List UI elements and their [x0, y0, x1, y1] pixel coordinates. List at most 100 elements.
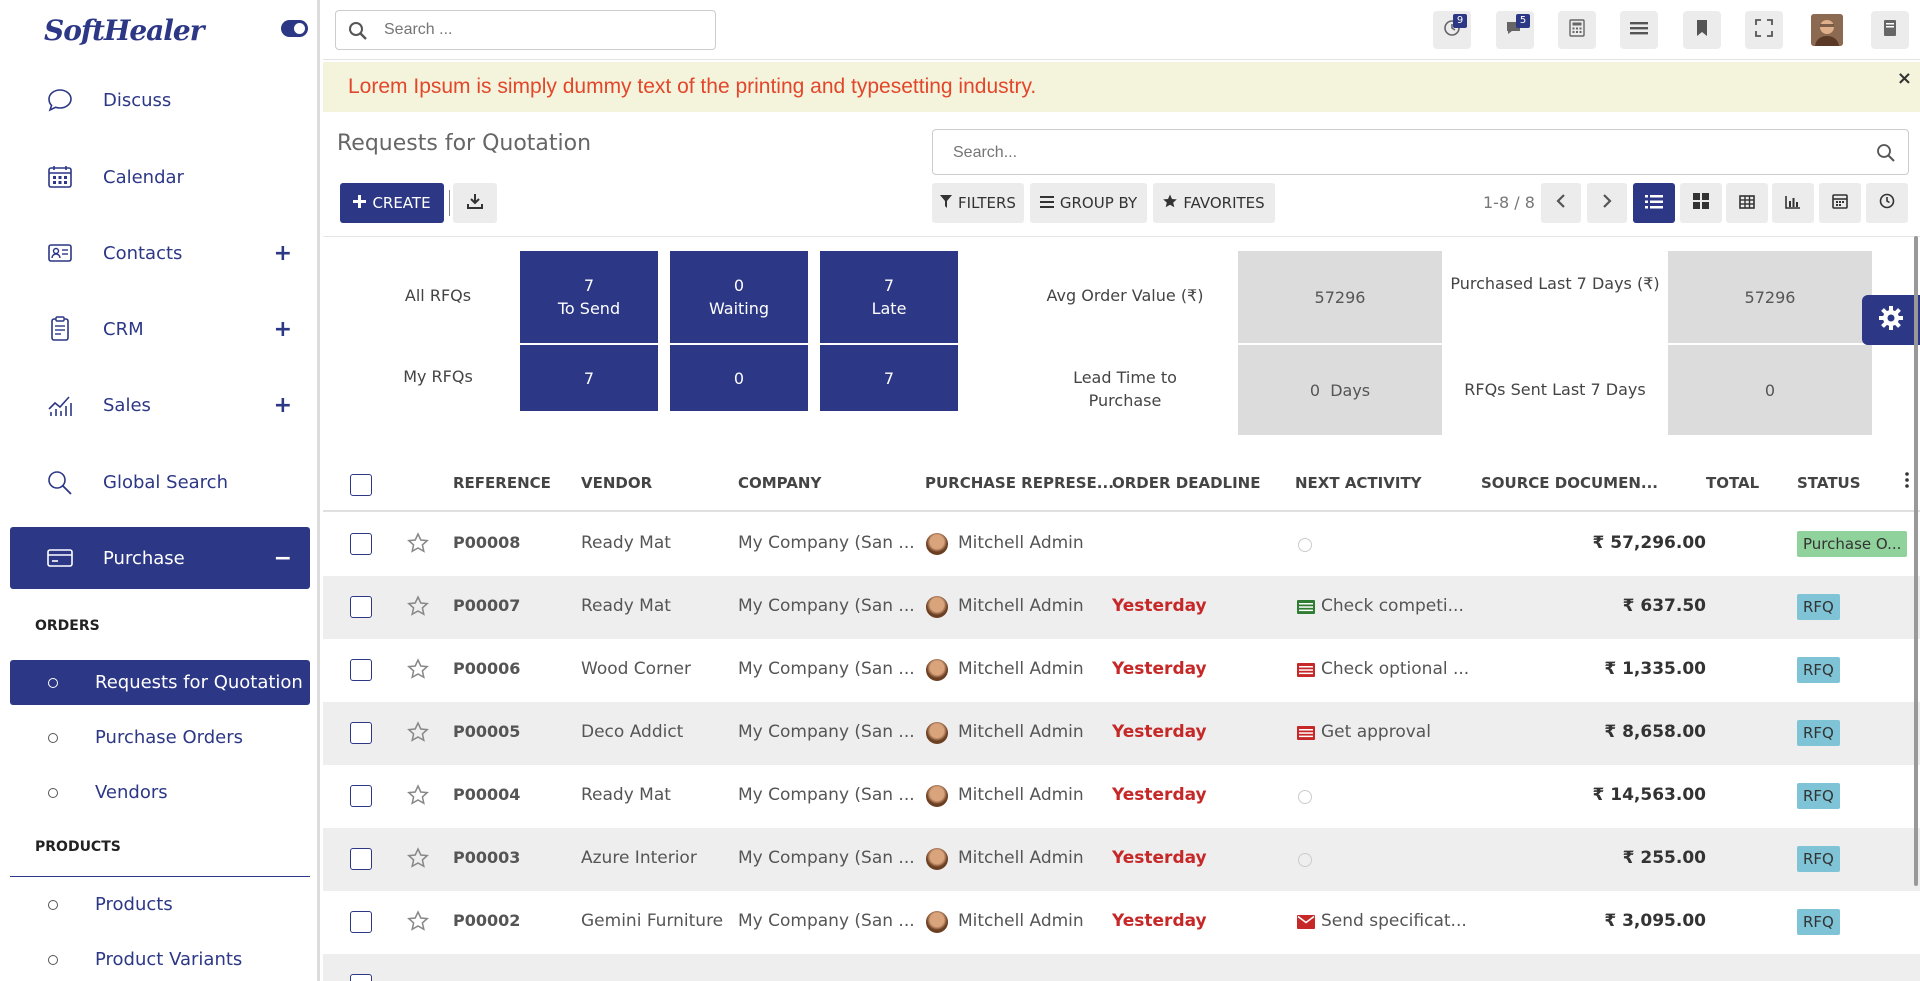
search-icon — [44, 466, 76, 498]
activity-list-icon[interactable] — [1297, 725, 1315, 740]
global-search-input[interactable] — [384, 19, 704, 41]
search-box[interactable] — [932, 129, 1909, 175]
to-send-tile[interactable]: 7 To Send — [520, 251, 658, 343]
sidebar-item-crm[interactable]: CRM + — [10, 298, 310, 360]
bookmark-button[interactable] — [1683, 11, 1721, 49]
sidebar-item-calendar[interactable]: Calendar — [10, 146, 310, 208]
sidebar-subitem-vendors[interactable]: Vendors — [10, 770, 310, 815]
pivot-view-button[interactable] — [1726, 183, 1768, 223]
expand-icon[interactable]: + — [273, 392, 292, 418]
sidebar-item-contacts[interactable]: Contacts + — [10, 222, 310, 284]
sidebar-subitem-rfq[interactable]: Requests for Quotation — [10, 660, 310, 705]
search-icon[interactable] — [1876, 143, 1896, 167]
subitem-label: Products — [95, 894, 173, 915]
late-tile[interactable]: 7 Late — [820, 251, 958, 343]
my-to-send-tile[interactable]: 7 — [520, 345, 658, 411]
user-avatar[interactable] — [1811, 14, 1843, 46]
star-icon[interactable] — [407, 910, 429, 936]
sidebar-toggle[interactable] — [281, 20, 308, 37]
activity-clock-icon[interactable] — [1298, 790, 1312, 804]
star-icon[interactable] — [407, 721, 429, 747]
search-input[interactable] — [953, 142, 1833, 164]
column-total[interactable]: TOTAL — [1706, 474, 1760, 492]
kanban-view-button[interactable] — [1680, 183, 1722, 223]
my-late-tile[interactable]: 7 — [820, 345, 958, 411]
pager-value[interactable]: 1-8 / 8 — [1483, 193, 1535, 212]
menu-button[interactable] — [1620, 11, 1658, 49]
brand-logo[interactable]: SoftHealer — [44, 14, 204, 47]
scrollbar[interactable] — [1914, 236, 1918, 886]
subitem-label: Vendors — [95, 782, 168, 803]
row-checkbox[interactable] — [350, 533, 372, 555]
sidebar-subitem-purchase-orders[interactable]: Purchase Orders — [10, 715, 310, 760]
status-badge: RFQ — [1797, 783, 1840, 809]
sidebar-item-global-search[interactable]: Global Search — [10, 451, 310, 513]
sidebar-item-purchase[interactable]: Purchase − — [10, 527, 310, 589]
graph-view-button[interactable] — [1772, 183, 1814, 223]
column-company[interactable]: COMPANY — [738, 474, 822, 492]
row-checkbox[interactable] — [350, 911, 372, 933]
column-options-icon[interactable] — [1905, 472, 1909, 492]
row-checkbox[interactable] — [350, 659, 372, 681]
collapse-icon[interactable]: − — [273, 545, 292, 571]
column-next-activity[interactable]: NEXT ACTIVITY — [1295, 474, 1422, 492]
star-icon[interactable] — [407, 658, 429, 684]
star-icon[interactable] — [407, 847, 429, 873]
column-status[interactable]: STATUS — [1797, 474, 1861, 492]
messages-button[interactable]: 5 — [1496, 11, 1534, 49]
list-view-button[interactable] — [1633, 183, 1675, 223]
previous-page-button[interactable] — [1541, 183, 1581, 223]
column-source-document[interactable]: SOURCE DOCUMEN... — [1481, 474, 1658, 492]
select-all-checkbox[interactable] — [350, 474, 372, 496]
group-by-button[interactable]: GROUP BY — [1030, 183, 1147, 223]
sidebar-item-discuss[interactable]: Discuss — [10, 69, 310, 131]
star-icon[interactable] — [407, 532, 429, 558]
table-row[interactable]: P00003 Azure Interior My Company (San ..… — [323, 828, 1920, 891]
column-purchase-rep[interactable]: PURCHASE REPRESE... — [925, 474, 1114, 492]
row-total: ₹ 57,296.00 — [1592, 533, 1706, 553]
table-row[interactable]: P00006 Wood Corner My Company (San ... M… — [323, 639, 1920, 702]
table-row[interactable]: P00005 Deco Addict My Company (San ... M… — [323, 702, 1920, 765]
column-vendor[interactable]: VENDOR — [581, 474, 653, 492]
activity-clock-icon[interactable] — [1298, 853, 1312, 867]
table-row[interactable] — [323, 954, 1920, 981]
activity-clock-icon[interactable] — [1298, 538, 1312, 552]
table-row[interactable]: P00007 Ready Mat My Company (San ... Mit… — [323, 576, 1920, 639]
row-checkbox[interactable] — [350, 974, 372, 981]
close-icon[interactable]: × — [1896, 68, 1912, 89]
filters-button[interactable]: FILTERS — [932, 183, 1024, 223]
document-button[interactable] — [1871, 11, 1909, 49]
expand-icon[interactable]: + — [273, 240, 292, 266]
calculator-button[interactable] — [1558, 11, 1596, 49]
download-button[interactable] — [453, 183, 497, 223]
expand-icon[interactable]: + — [273, 316, 292, 342]
row-checkbox[interactable] — [350, 596, 372, 618]
row-checkbox[interactable] — [350, 848, 372, 870]
table-row[interactable]: P00008 Ready Mat My Company (San ... Mit… — [323, 513, 1920, 576]
row-checkbox[interactable] — [350, 785, 372, 807]
global-search-box[interactable] — [335, 10, 716, 50]
envelope-icon[interactable] — [1297, 914, 1315, 929]
sidebar-subitem-product-variants[interactable]: Product Variants — [10, 937, 310, 981]
row-checkbox[interactable] — [350, 722, 372, 744]
star-icon[interactable] — [407, 784, 429, 810]
star-icon[interactable] — [407, 595, 429, 621]
activity-button[interactable]: 9 — [1433, 11, 1471, 49]
column-reference[interactable]: REFERENCE — [453, 474, 551, 492]
my-waiting-tile[interactable]: 0 — [670, 345, 808, 411]
table-row[interactable]: P00004 Ready Mat My Company (San ... Mit… — [323, 765, 1920, 828]
activity-view-button[interactable] — [1866, 183, 1908, 223]
create-button[interactable]: CREATE — [340, 183, 444, 223]
calendar-view-button[interactable] — [1819, 183, 1861, 223]
sidebar-subitem-products[interactable]: Products — [10, 882, 310, 927]
column-order-deadline[interactable]: ORDER DEADLINE — [1112, 474, 1261, 492]
activity-list-icon[interactable] — [1297, 662, 1315, 677]
sidebar-item-sales[interactable]: Sales + — [10, 374, 310, 436]
waiting-tile[interactable]: 0 Waiting — [670, 251, 808, 343]
settings-button[interactable] — [1862, 295, 1920, 345]
table-row[interactable]: P00002 Gemini Furniture My Company (San … — [323, 891, 1920, 954]
activity-list-icon[interactable] — [1297, 599, 1315, 614]
fullscreen-button[interactable] — [1745, 11, 1783, 49]
next-page-button[interactable] — [1587, 183, 1627, 223]
favorites-button[interactable]: FAVORITES — [1153, 183, 1275, 223]
